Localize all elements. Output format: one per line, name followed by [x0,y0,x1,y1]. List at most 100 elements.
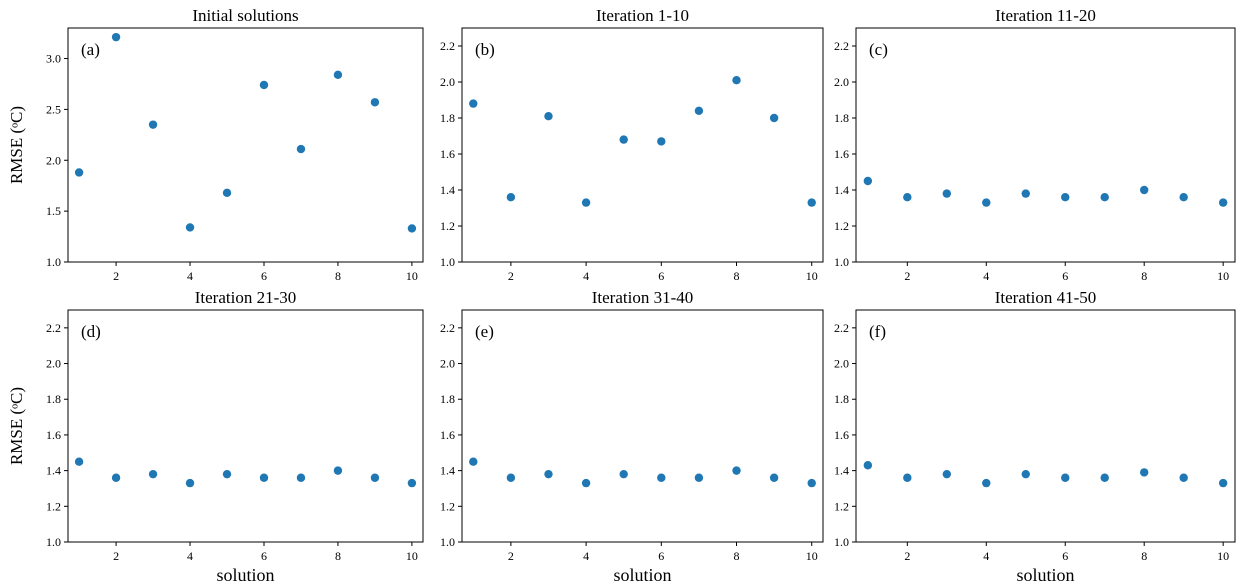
y-tick-label: 1.6 [834,147,849,161]
y-tick-label: 1.2 [46,499,61,513]
data-point [185,223,195,232]
data-point [982,478,991,488]
panel-title: Iteration 21-30 [195,288,297,307]
data-point [1218,198,1228,207]
data-point [506,193,516,202]
x-tick-label: 4 [983,269,989,283]
data-point [1021,469,1030,479]
data-point [1139,468,1149,477]
x-tick-label: 8 [335,549,341,563]
data-point [581,478,591,488]
data-point [1218,478,1228,488]
y-axis-label: RMSE (ᵒC) [7,106,26,184]
data-point [863,461,873,470]
data-point [1179,193,1188,202]
x-tick-label: 8 [335,269,341,283]
data-point [1139,185,1149,195]
data-point [544,112,553,121]
panel-title: Iteration 1-10 [596,6,689,25]
axes-frame [461,309,824,543]
data-point [807,198,816,207]
data-point [222,469,232,479]
x-tick-label: 10 [1217,549,1229,563]
data-point [769,113,779,123]
x-tick-label: 10 [806,269,818,283]
data-point [1021,189,1030,198]
y-tick-label: 1.4 [440,464,455,478]
panel-4: Iteration 21-30 (d) 2 4 6 8 10 1.0 1.2 1.4 1.6 1.8 2… [7,288,424,585]
panel-title: Iteration 41-50 [995,288,1097,307]
y-tick-label: 1.6 [440,147,455,161]
data-point [807,478,816,488]
panel-6: Iteration 41-50 (f) 2 4 6 8 10 1.0 1.2 1.4 1.6 1.8 2… [834,288,1236,585]
data-point [732,466,741,475]
x-tick-label: 6 [658,269,664,283]
x-tick-label: 2 [113,549,119,563]
data-point [1100,473,1109,482]
y-tick-label: 2.2 [440,39,455,53]
data-point [1061,193,1070,202]
y-tick-label: 1.8 [440,392,455,406]
data-point [333,70,343,80]
y-tick-label: 1.0 [440,255,455,269]
x-axis-label: solution [1016,565,1074,585]
data-point [74,168,84,177]
x-tick-label: 6 [658,549,664,563]
data-point [863,176,873,186]
data-point [370,98,380,107]
data-point [506,473,516,482]
y-tick-label: 2.0 [440,75,455,89]
data-point [469,457,478,466]
panel-label: (a) [81,40,100,59]
y-tick-label: 1.2 [440,499,455,513]
y-tick-label: 2.0 [46,153,61,167]
y-tick-label: 1.6 [46,428,61,442]
y-tick-label: 1.4 [834,464,849,478]
data-point [111,32,121,42]
data-point [619,469,628,479]
y-tick-label: 1.5 [46,204,61,218]
y-tick-label: 1.8 [834,111,849,125]
panel-label: (f) [869,322,886,341]
data-point [581,198,591,207]
y-tick-label: 1.0 [834,535,849,549]
panel-1: Initial solutions (a) 2 4 6 8 10 1.0 1.5 2.0 2.5 3.… [7,6,424,283]
x-tick-label: 2 [508,549,514,563]
panel-title: Initial solutions [192,6,298,25]
data-point [657,473,666,482]
y-tick-label: 1.0 [440,535,455,549]
panel-5: Iteration 31-40 (e) 2 4 6 8 10 1.0 1.2 1.4 1.6 1.8 2… [440,288,824,585]
panel-title: Iteration 31-40 [592,288,694,307]
x-tick-label: 10 [406,549,418,563]
data-point [148,120,158,129]
x-tick-label: 2 [113,269,119,283]
axes-frame [67,309,424,543]
y-tick-label: 1.8 [834,392,849,406]
data-point [407,478,417,488]
panel-title: Iteration 11-20 [995,6,1096,25]
panel-label: (b) [475,40,495,59]
y-tick-label: 1.4 [46,464,61,478]
y-tick-label: 1.2 [834,219,849,233]
data-point [148,469,158,479]
panel-label: (e) [475,322,494,341]
data-point [769,473,779,482]
y-tick-label: 2.0 [834,75,849,89]
y-tick-label: 1.4 [440,183,455,197]
data-point [942,189,952,198]
y-tick-label: 1.4 [834,183,849,197]
data-point [1061,473,1070,482]
data-point [296,144,306,154]
y-tick-label: 2.2 [834,321,849,335]
y-tick-label: 2.2 [46,321,61,335]
x-axis-label: solution [216,565,274,585]
x-tick-label: 4 [983,549,989,563]
data-point [111,473,121,482]
x-tick-label: 4 [187,549,193,563]
panel-2: Iteration 1-10 (b) 2 4 6 8 10 1.0 1.2 1.4 1.6 1.8 2.… [440,6,824,283]
axes-frame [67,27,424,263]
data-point [259,80,269,90]
y-tick-label: 1.2 [834,499,849,513]
x-tick-label: 4 [583,549,589,563]
